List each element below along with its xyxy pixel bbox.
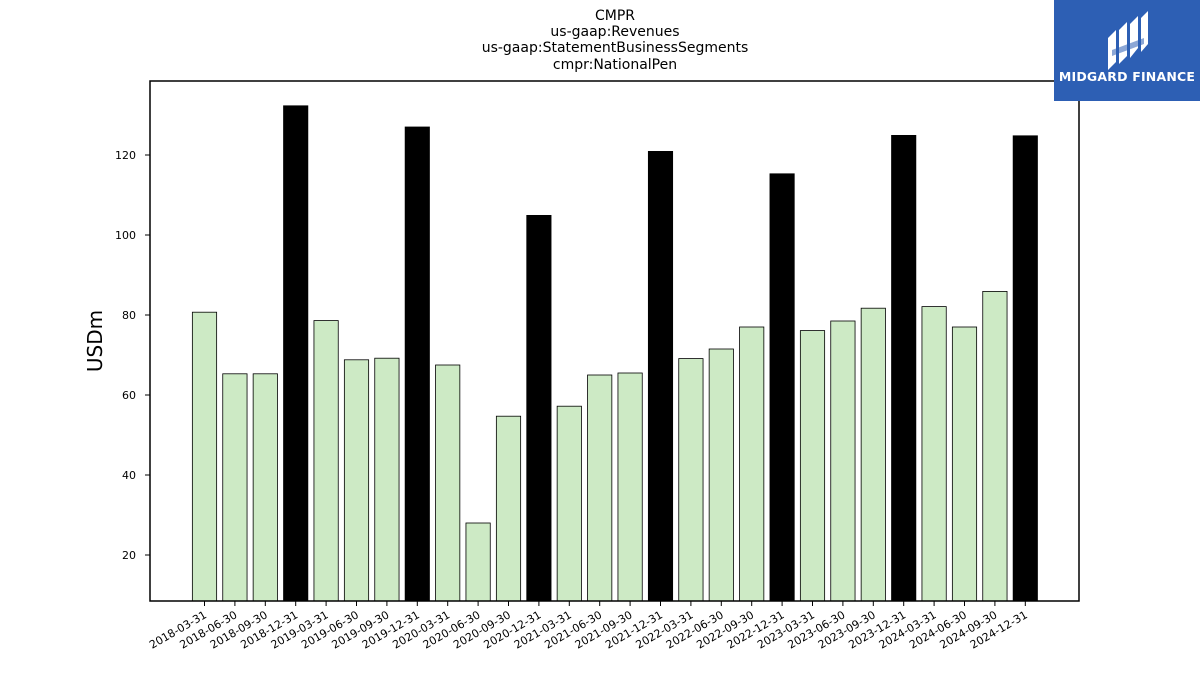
y-tick-label-100: 100 xyxy=(115,229,136,242)
bars-group xyxy=(191,105,1038,602)
y-axis-label: USDm xyxy=(83,310,107,372)
y-tick-label-40: 40 xyxy=(122,469,136,482)
bar-2019-06-30 xyxy=(343,359,370,602)
bar-2021-03-31 xyxy=(556,405,582,602)
y-tick-label-80: 80 xyxy=(122,309,136,322)
bar-2018-03-31 xyxy=(191,311,218,602)
bar-2024-03-31 xyxy=(921,306,947,602)
bar-2022-03-31 xyxy=(678,358,704,602)
bar-2020-06-30 xyxy=(465,522,491,602)
y-tick-label-120: 120 xyxy=(115,149,136,162)
y-tick-label-60: 60 xyxy=(122,389,136,402)
bar-2020-12-31 xyxy=(526,214,552,602)
logo-text: MIDGARD FINANCE xyxy=(1059,69,1195,84)
chart-title-line-4: cmpr:NationalPen xyxy=(553,57,677,73)
chart-title-line-2: us-gaap:Revenues xyxy=(550,24,679,40)
bar-2019-09-30 xyxy=(374,357,400,602)
bar-2020-09-30 xyxy=(495,415,522,602)
midgard-logo-icon xyxy=(1108,11,1148,70)
bar-2018-06-30 xyxy=(222,373,248,602)
bar-2019-12-31 xyxy=(404,126,430,602)
bar-2020-03-31 xyxy=(435,364,461,602)
bar-2024-06-30 xyxy=(951,326,978,602)
bar-2023-09-30 xyxy=(860,307,886,602)
chart-title: CMPR us-gaap:Revenues us-gaap:StatementB… xyxy=(482,8,749,73)
bar-2018-09-30 xyxy=(252,373,278,602)
chart-title-line-3: us-gaap:StatementBusinessSegments xyxy=(482,40,749,56)
y-axis: 20 40 60 80 100 120 xyxy=(115,149,150,562)
bar-2024-12-31 xyxy=(1012,135,1038,602)
bar-2021-12-31 xyxy=(647,150,674,602)
bar-2024-09-30 xyxy=(982,290,1008,602)
x-axis: 2018-03-312018-06-302018-09-302018-12-31… xyxy=(147,601,1030,652)
bar-2021-06-30 xyxy=(587,374,613,602)
y-tick-label-20: 20 xyxy=(122,549,136,562)
bar-2023-06-30 xyxy=(830,320,856,602)
bar-2022-06-30 xyxy=(708,348,734,602)
plot-frame xyxy=(149,80,1080,602)
bar-2019-03-31 xyxy=(313,320,339,602)
bar-2022-09-30 xyxy=(739,326,765,602)
bar-2023-12-31 xyxy=(891,134,917,602)
chart-title-line-1: CMPR xyxy=(595,8,635,24)
bar-2021-09-30 xyxy=(617,372,643,602)
bar-2022-12-31 xyxy=(769,173,795,602)
bar-2023-03-31 xyxy=(799,330,826,602)
logo: MIDGARD FINANCE xyxy=(1054,0,1200,101)
bar-2018-12-31 xyxy=(283,105,309,602)
